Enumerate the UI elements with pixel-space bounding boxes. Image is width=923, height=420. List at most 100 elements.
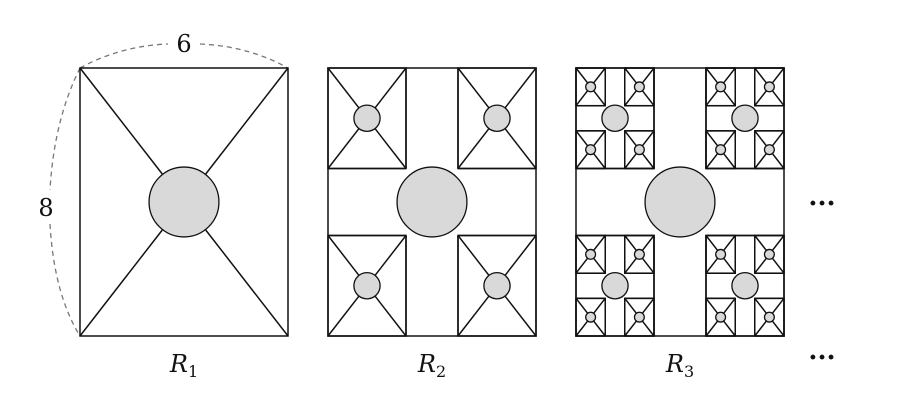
diagonal-line (593, 130, 606, 147)
diagonal-line (457, 235, 490, 276)
diagonal-line (641, 297, 655, 314)
center-circle (763, 144, 775, 156)
diagonal-line (374, 128, 407, 169)
center-circle (644, 166, 716, 238)
center-circle (601, 104, 629, 133)
label-subscript: 1 (188, 362, 198, 381)
rectangle-outline (705, 297, 736, 337)
center-circle (353, 271, 381, 300)
diagonal-line (624, 67, 637, 84)
rectangle-label-r1: R1 (169, 350, 198, 381)
rectangle-outline (705, 130, 736, 170)
diagonal-line (575, 257, 589, 274)
center-circle (353, 104, 381, 133)
rectangle-outline (575, 130, 606, 170)
diagonal-line (504, 128, 537, 169)
diagonal-line (771, 235, 785, 251)
label-subscript: 2 (436, 362, 446, 381)
width-dimension-arc-left (79, 43, 169, 69)
center-circle (633, 311, 645, 323)
rectangle-outline (327, 234, 407, 337)
diagonal-line (593, 320, 606, 337)
diagonal-line (705, 153, 719, 169)
diagonal-line (754, 67, 767, 84)
diagonal-line (327, 128, 360, 169)
label-subscript: 3 (684, 362, 694, 381)
diagonal-line (457, 295, 490, 337)
rectangle-outline (705, 234, 785, 337)
diagonal-line (754, 235, 767, 251)
label-letter: R (417, 350, 436, 378)
rectangle-label-r2: R2 (417, 350, 446, 381)
diagonal-line (723, 67, 736, 84)
diagonal-line (641, 257, 655, 274)
diagonal-line (641, 90, 655, 107)
diagonal-line (641, 130, 655, 147)
diagonal-line (723, 130, 736, 147)
rectangle-label-r3: R3 (665, 350, 694, 381)
center-circle (715, 248, 727, 260)
rectangle-outline (575, 67, 606, 107)
diagonal-line (327, 295, 360, 337)
diagonal-line (593, 67, 606, 84)
diagonal-line (374, 67, 407, 109)
diagonal-line (575, 235, 589, 251)
diagonal-line (327, 235, 360, 276)
diagonal-line (593, 235, 606, 251)
diagonal-line (705, 67, 719, 84)
rectangle-outline (457, 67, 537, 170)
rectangle-outline (624, 67, 655, 107)
diagonal-line (771, 297, 785, 314)
rectangle-outline (754, 234, 785, 274)
diagonal-line (641, 153, 655, 169)
diagonal-line (575, 90, 589, 107)
diagonal-line (327, 67, 360, 109)
rectangle-outline (705, 234, 736, 274)
diagonal-line (593, 90, 606, 107)
diagonal-line (204, 229, 289, 337)
center-circle (585, 248, 597, 260)
height-dimension-arc-bottom (49, 223, 81, 337)
diagonal-line (771, 67, 785, 84)
diagonal-line (705, 90, 719, 107)
diagonal-line (624, 90, 637, 107)
diagonal-line (457, 128, 490, 169)
diagonal-line (79, 67, 164, 175)
center-circle (633, 144, 645, 156)
diagonal-line (723, 297, 736, 314)
rectangle-outline (624, 297, 655, 337)
center-circle (585, 144, 597, 156)
diagonal-line (575, 320, 589, 337)
rectangle-drawings (79, 67, 785, 337)
width-dimension-arc-right (199, 43, 289, 69)
diagonal-line (624, 235, 637, 251)
center-circle (633, 248, 645, 260)
diagonal-line (754, 257, 767, 274)
diagonal-line (641, 67, 655, 84)
diagonal-line (705, 235, 719, 251)
center-circle (148, 166, 220, 238)
rectangle-outline (624, 234, 655, 274)
label-letter: R (665, 350, 684, 378)
rectangle-outline (457, 234, 537, 337)
rectangle-outline (575, 234, 655, 337)
width-label: 6 (176, 30, 191, 58)
rectangle-outline (754, 130, 785, 170)
diagonal-line (624, 320, 637, 337)
diagonal-line (754, 153, 767, 169)
rectangle-outline (705, 67, 736, 107)
diagonal-line (593, 153, 606, 169)
diagonal-line (504, 235, 537, 276)
center-circle (763, 248, 775, 260)
diagonal-line (723, 320, 736, 337)
diagonal-line (624, 130, 637, 147)
diagonal-line (754, 297, 767, 314)
diagonal-line (457, 67, 490, 109)
rectangle-outline (327, 67, 537, 337)
diagonal-line (754, 320, 767, 337)
center-circle (763, 81, 775, 93)
diagonal-line (705, 297, 719, 314)
rectangle-outline (754, 67, 785, 107)
rectangle-outline (754, 297, 785, 337)
diagonal-line (575, 297, 589, 314)
